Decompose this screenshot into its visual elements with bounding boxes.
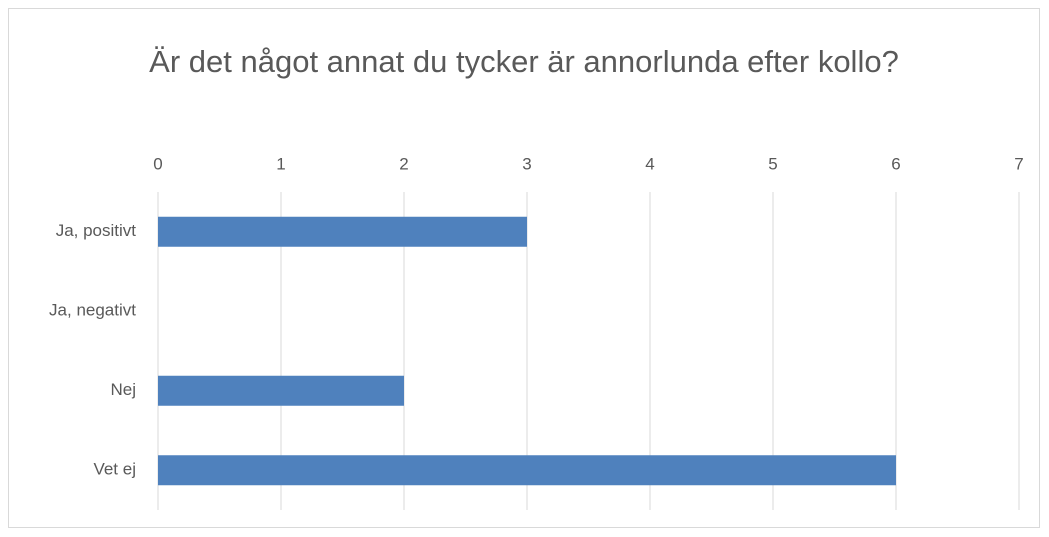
chart-border (8, 8, 1040, 528)
y-tick-label: Ja, positivt (56, 221, 137, 240)
x-tick-label: 1 (276, 154, 285, 173)
bar (158, 455, 896, 486)
y-tick-label: Ja, negativt (49, 301, 136, 320)
x-tick-label: 7 (1014, 154, 1023, 173)
bar (158, 375, 404, 406)
x-tick-label: 5 (768, 154, 777, 173)
bar (158, 216, 527, 247)
x-tick-label: 3 (522, 154, 531, 173)
y-tick-label: Nej (110, 380, 136, 399)
x-tick-label: 0 (153, 154, 162, 173)
y-tick-label: Vet ej (93, 460, 136, 479)
x-tick-label: 2 (399, 154, 408, 173)
chart-title: Är det något annat du tycker är annorlun… (149, 44, 899, 79)
x-tick-label: 6 (891, 154, 900, 173)
x-tick-label: 4 (645, 154, 654, 173)
